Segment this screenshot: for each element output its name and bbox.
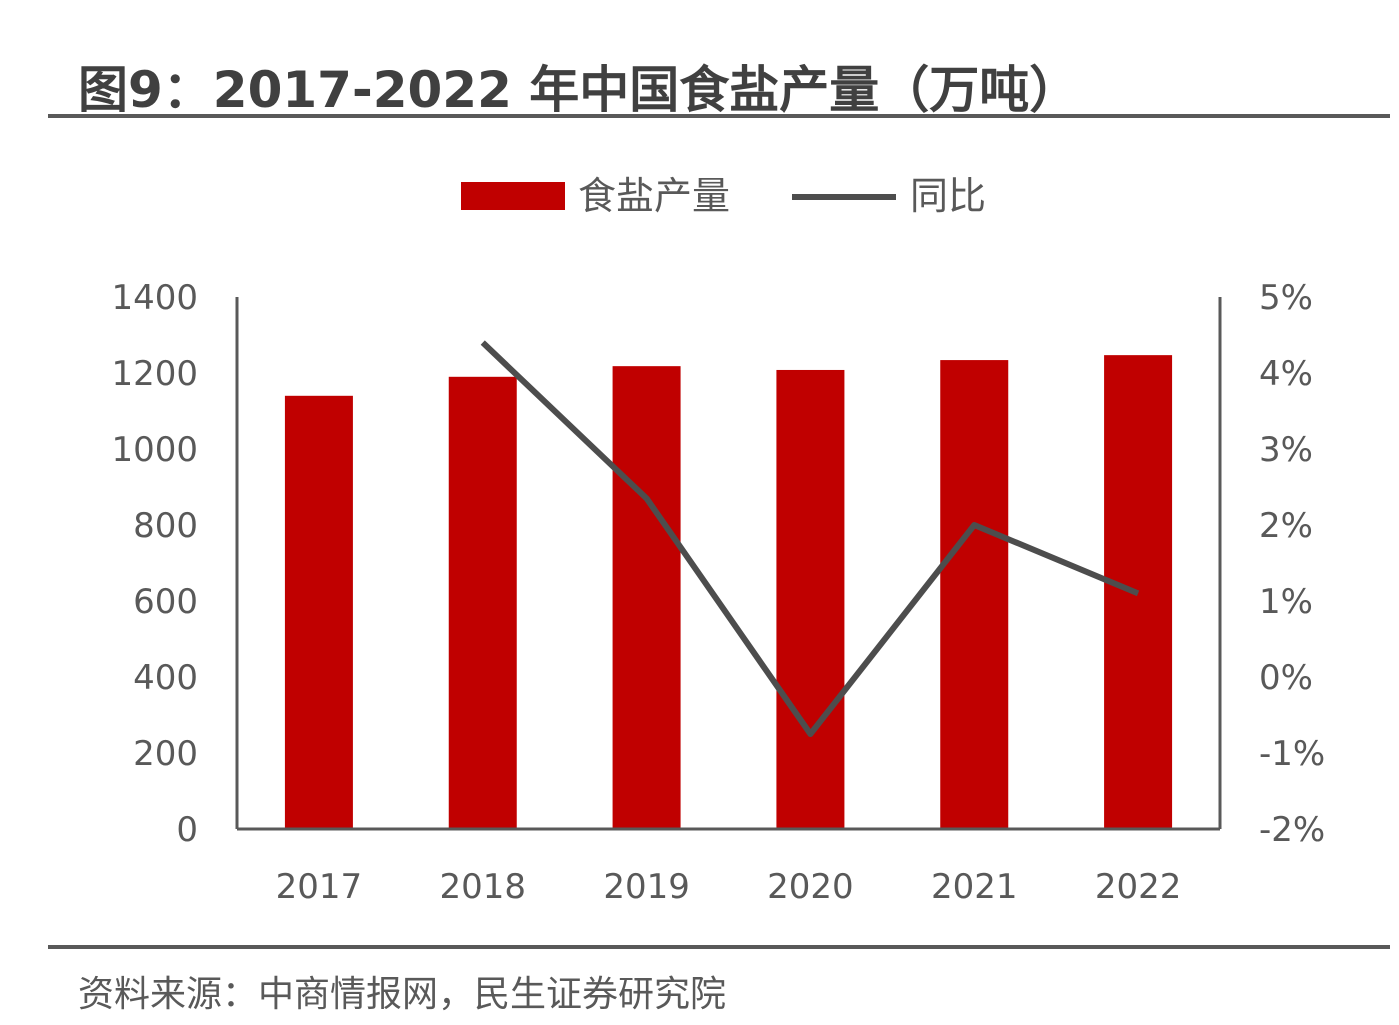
x-tick-label: 2019 — [603, 867, 690, 907]
x-tick-label: 2018 — [439, 867, 526, 907]
source-note: 资料来源：中商情报网，民生证券研究院 — [78, 974, 727, 1015]
legend-bar-swatch — [461, 182, 565, 210]
legend: 食盐产量 同比 — [461, 174, 986, 218]
left-tick-label: 800 — [133, 506, 198, 546]
bar-2018 — [448, 376, 517, 829]
left-tick-label: 1200 — [111, 354, 198, 394]
right-tick-label: -2% — [1259, 810, 1325, 850]
bar-2017 — [284, 395, 353, 829]
bar-series — [284, 355, 1173, 829]
right-tick-label: 3% — [1259, 430, 1313, 470]
right-tick-label: 1% — [1259, 582, 1313, 622]
top-divider — [48, 114, 1390, 118]
x-tick-label: 2022 — [1095, 867, 1182, 907]
axes — [235, 297, 1222, 831]
right-axis-ticks: -2% -1% 0% 1% 2% 3% 4% 5% — [1259, 278, 1325, 850]
legend-bar-label: 食盐产量 — [578, 174, 730, 218]
left-tick-label: 1000 — [111, 430, 198, 470]
bar-2021 — [940, 360, 1009, 829]
left-tick-label: 1400 — [111, 278, 198, 318]
x-tick-label: 2021 — [931, 867, 1018, 907]
x-tick-label: 2017 — [276, 867, 363, 907]
bar-2020 — [776, 369, 845, 829]
bottom-divider — [48, 945, 1390, 949]
left-tick-label: 600 — [133, 582, 198, 622]
x-axis-ticks: 2017 2018 2019 2020 2021 2022 — [276, 867, 1182, 907]
left-tick-label: 400 — [133, 658, 198, 698]
left-tick-label: 200 — [133, 734, 198, 774]
chart-title: 图9：2017-2022 年中国食盐产量（万吨） — [78, 61, 1080, 119]
line-series — [480, 340, 1140, 737]
right-tick-label: 2% — [1259, 506, 1313, 546]
x-tick-label: 2020 — [767, 867, 854, 907]
right-tick-label: 5% — [1259, 278, 1313, 318]
left-tick-label: 0 — [176, 810, 198, 850]
right-tick-label: 0% — [1259, 658, 1313, 698]
legend-line-label: 同比 — [910, 174, 986, 218]
bar-2019 — [612, 366, 681, 829]
right-tick-label: 4% — [1259, 354, 1313, 394]
left-axis-ticks: 0 200 400 600 800 1000 1200 1400 — [111, 278, 198, 850]
right-tick-label: -1% — [1259, 734, 1325, 774]
